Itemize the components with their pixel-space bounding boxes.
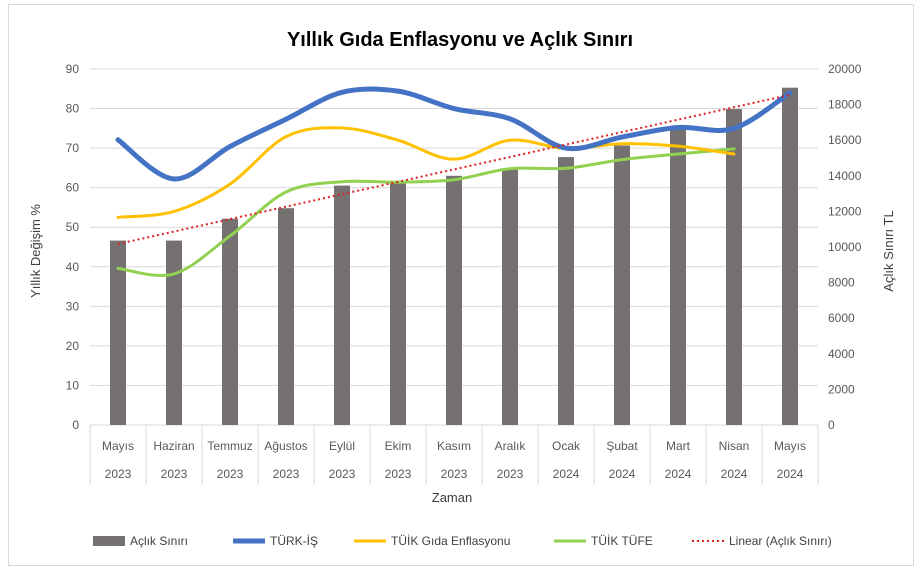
legend-label: Açlık Sınırı <box>130 534 188 548</box>
line-t-i-k-g-da-enflasyonu <box>116 126 736 219</box>
y-tick-label: 90 <box>66 62 80 76</box>
bar-series <box>110 87 798 426</box>
bar-aclik-siniri <box>166 240 182 425</box>
bar-aclik-siniri <box>390 181 406 425</box>
y2-tick-label: 2000 <box>828 382 855 396</box>
legend: Açlık Sınırı TÜRK-İŞ TÜİK Gıda Enflasyonu T… <box>93 534 832 548</box>
x-tick-month: Mart <box>666 439 691 453</box>
bar-aclik-siniri <box>446 175 462 425</box>
chart-title: Yıllık Gıda Enflasyonu ve Açlık Sınırı <box>287 29 633 51</box>
x-tick-month: Mayıs <box>774 439 806 453</box>
y2-tick-label: 6000 <box>828 311 855 325</box>
y2-tick-label: 4000 <box>828 347 855 361</box>
y-tick-label: 50 <box>66 220 80 234</box>
x-tick-month: Ocak <box>552 439 581 453</box>
x-tick-month: Haziran <box>153 439 194 453</box>
y2-tick-label: 18000 <box>828 98 862 112</box>
y2-tick-label: 14000 <box>828 169 862 183</box>
y2-axis-label: Açlık Sınırı TL <box>881 210 896 291</box>
x-tick-year: 2023 <box>161 467 188 481</box>
x-tick-month: Kasım <box>437 439 471 453</box>
x-tick-year: 2024 <box>553 467 580 481</box>
y-tick-label: 10 <box>66 378 80 392</box>
x-axis-label: Zaman <box>432 490 472 505</box>
y-tick-label: 70 <box>66 141 80 155</box>
bar-aclik-siniri <box>502 168 518 425</box>
line-t-i-k-t-fe <box>116 147 736 277</box>
y2-tick-label: 12000 <box>828 204 862 218</box>
x-tick-year: 2024 <box>665 467 692 481</box>
y-tick-label: 80 <box>66 102 80 116</box>
x-tick-year: 2023 <box>329 467 356 481</box>
bar-aclik-siniri <box>222 218 238 425</box>
x-tick-year: 2023 <box>273 467 300 481</box>
x-tick-month: Ağustos <box>264 439 307 453</box>
bar-aclik-siniri <box>614 145 630 426</box>
chart-svg: Yıllık Gıda Enflasyonu ve Açlık Sınırı 0… <box>28 29 896 548</box>
y-tick-label: 20 <box>66 339 80 353</box>
bar-aclik-siniri <box>726 109 742 426</box>
legend-swatch-bar <box>93 536 125 546</box>
x-tick-year: 2023 <box>385 467 412 481</box>
bar-aclik-siniri <box>782 87 798 425</box>
x-tick-month: Aralık <box>495 439 527 453</box>
x-tick-month: Mayıs <box>102 439 134 453</box>
bar-aclik-siniri <box>278 208 294 425</box>
x-tick-year: 2024 <box>721 467 748 481</box>
y-tick-label: 30 <box>66 299 80 313</box>
x-tick-year: 2023 <box>497 467 524 481</box>
bar-aclik-siniri <box>334 185 350 425</box>
x-tick-month: Eylül <box>329 439 355 453</box>
legend-label: TÜİK Gıda Enflasyonu <box>391 534 510 548</box>
y-tick-label: 60 <box>66 181 80 195</box>
y2-tick-label: 0 <box>828 418 835 432</box>
y-tick-label: 0 <box>72 418 79 432</box>
y2-tick-label: 8000 <box>828 276 855 290</box>
legend-label: Linear (Açlık Sınırı) <box>729 534 832 548</box>
x-tick-year: 2023 <box>105 467 132 481</box>
y2-tick-label: 10000 <box>828 240 862 254</box>
line-t-rk-i <box>115 86 793 182</box>
x-tick-year: 2023 <box>217 467 244 481</box>
chart-frame: Yıllık Gıda Enflasyonu ve Açlık Sınırı 0… <box>8 4 914 566</box>
legend-label: TÜİK TÜFE <box>591 534 653 548</box>
axes: 0 10 20 30 40 50 60 70 80 90 0 2000 4000 6000 8000 1000… <box>66 62 862 485</box>
bar-aclik-siniri <box>110 240 126 425</box>
bar-aclik-siniri <box>558 157 574 426</box>
line-series <box>115 86 793 277</box>
x-tick-month: Ekim <box>385 439 412 453</box>
y2-tick-label: 20000 <box>828 62 862 76</box>
legend-label: TÜRK-İŞ <box>270 534 318 548</box>
x-tick-year: 2024 <box>777 467 804 481</box>
x-tick-month: Şubat <box>606 439 638 453</box>
x-tick-month: Temmuz <box>207 439 252 453</box>
x-tick-year: 2024 <box>609 467 636 481</box>
bar-aclik-siniri <box>670 125 686 426</box>
x-tick-month: Nisan <box>719 439 750 453</box>
y-axis-label: Yıllık Değişim % <box>28 204 43 298</box>
x-tick-year: 2023 <box>441 467 468 481</box>
y2-tick-label: 16000 <box>828 133 862 147</box>
y-tick-label: 40 <box>66 260 80 274</box>
